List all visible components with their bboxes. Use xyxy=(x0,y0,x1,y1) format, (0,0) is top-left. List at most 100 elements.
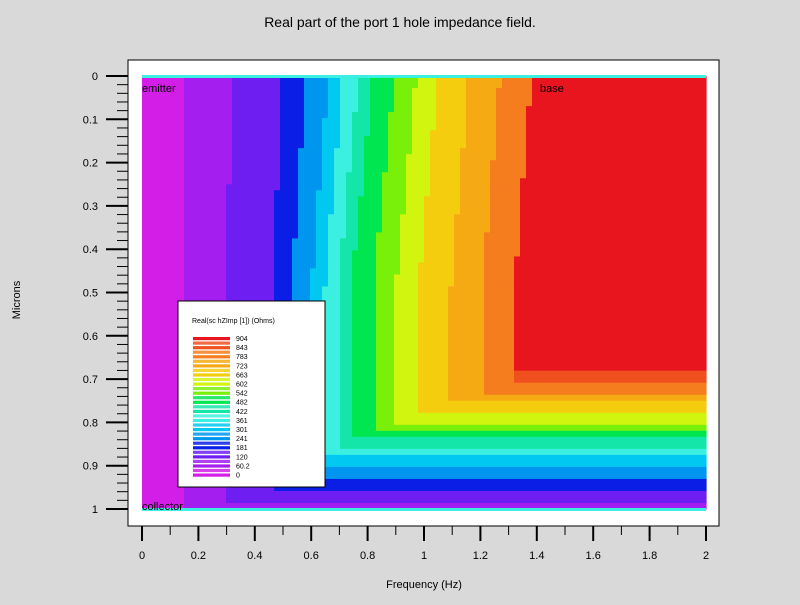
heatmap-cell xyxy=(250,484,257,492)
heatmap-cell xyxy=(496,136,503,143)
heatmap-cell xyxy=(418,340,425,348)
heatmap-cell xyxy=(346,412,353,420)
heatmap-cell xyxy=(478,142,485,149)
heatmap-cell xyxy=(292,250,299,258)
heatmap-cell xyxy=(388,424,395,432)
heatmap-cell xyxy=(526,214,533,221)
heatmap-cell xyxy=(502,226,509,233)
heatmap-cell xyxy=(406,196,413,203)
heatmap-cell xyxy=(304,280,311,288)
heatmap-cell xyxy=(436,214,443,221)
heatmap-cell xyxy=(400,364,407,372)
heatmap-cell xyxy=(226,202,233,209)
heatmap-cell xyxy=(520,100,527,107)
heatmap-cell xyxy=(190,160,197,167)
heatmap-cell xyxy=(256,100,263,107)
heatmap-cell xyxy=(340,442,347,450)
heatmap-cell xyxy=(220,94,227,101)
heatmap-cell xyxy=(436,406,443,414)
heatmap-cell xyxy=(328,358,335,366)
heatmap-cell xyxy=(430,406,437,414)
heatmap-cell xyxy=(520,484,527,492)
heatmap-cell xyxy=(238,280,245,288)
heatmap-cell xyxy=(334,316,341,324)
heatmap-cell xyxy=(370,100,377,107)
heatmap-cell xyxy=(154,490,161,498)
heatmap-cell xyxy=(520,118,527,125)
heatmap-cell xyxy=(400,406,407,414)
heatmap-cell xyxy=(352,292,359,300)
heatmap-cell xyxy=(484,388,491,396)
heatmap-cell xyxy=(466,442,473,450)
heatmap-cell xyxy=(514,250,521,258)
heatmap-cell xyxy=(310,172,317,179)
heatmap-cell xyxy=(388,472,395,480)
heatmap-cell xyxy=(520,244,527,251)
heatmap-cell xyxy=(418,424,425,432)
heatmap-cell xyxy=(340,268,347,276)
heatmap-cell xyxy=(340,406,347,414)
heatmap-cell xyxy=(178,232,185,239)
heatmap-cell xyxy=(388,238,395,245)
heatmap-cell xyxy=(280,124,287,131)
heatmap-cell xyxy=(478,136,485,143)
heatmap-cell xyxy=(328,238,335,245)
heatmap-cell xyxy=(388,352,395,360)
heatmap-cell xyxy=(508,172,515,179)
heatmap-cell xyxy=(544,322,551,330)
heatmap-cell xyxy=(370,208,377,215)
heatmap-cell xyxy=(160,232,167,239)
heatmap-cell xyxy=(184,250,191,258)
heatmap-cell xyxy=(514,94,521,101)
heatmap-cell xyxy=(424,238,431,245)
heatmap-cell xyxy=(394,460,401,468)
heatmap-cell xyxy=(532,100,539,107)
heatmap-cell xyxy=(322,256,329,264)
heatmap-cell xyxy=(400,154,407,161)
heatmap-cell xyxy=(154,202,161,209)
heatmap-cell xyxy=(190,172,197,179)
heatmap-cell xyxy=(328,184,335,191)
heatmap-cell xyxy=(142,430,149,438)
heatmap-cell xyxy=(202,148,209,155)
heatmap-cell xyxy=(550,502,557,510)
heatmap-cell xyxy=(418,322,425,330)
heatmap-cell xyxy=(358,268,365,276)
heatmap-cell xyxy=(364,100,371,107)
heatmap-cell xyxy=(244,124,251,131)
heatmap-cell xyxy=(340,136,347,143)
heatmap-cell xyxy=(454,88,461,95)
heatmap-cell xyxy=(160,160,167,167)
heatmap-cell xyxy=(184,124,191,131)
heatmap-cell xyxy=(490,286,497,294)
heatmap-cell xyxy=(382,310,389,318)
heatmap-cell xyxy=(532,214,539,221)
heatmap-cell xyxy=(388,118,395,125)
heatmap-cell xyxy=(304,232,311,239)
heatmap-cell xyxy=(502,88,509,95)
heatmap-cell xyxy=(442,238,449,245)
heatmap-cell xyxy=(358,364,365,372)
heatmap-cell xyxy=(364,418,371,426)
heatmap-cell xyxy=(550,436,557,444)
heatmap-cell xyxy=(154,262,161,270)
heatmap-cell xyxy=(382,298,389,306)
heatmap-cell xyxy=(418,448,425,456)
heatmap-cell xyxy=(424,280,431,288)
heatmap-cell xyxy=(328,334,335,342)
heatmap-cell xyxy=(274,490,281,498)
heatmap-cell xyxy=(346,190,353,197)
heatmap-cell xyxy=(340,460,347,468)
heatmap-cell xyxy=(454,196,461,203)
heatmap-cell xyxy=(394,400,401,408)
heatmap-cell xyxy=(430,478,437,486)
heatmap-cell xyxy=(340,208,347,215)
heatmap-cell xyxy=(346,400,353,408)
heatmap-cell xyxy=(442,466,449,474)
heatmap-cell xyxy=(466,490,473,498)
heatmap-cell xyxy=(526,442,533,450)
heatmap-cell xyxy=(508,238,515,245)
heatmap-cell xyxy=(154,232,161,239)
heatmap-cell xyxy=(346,100,353,107)
heatmap-cell xyxy=(190,190,197,197)
